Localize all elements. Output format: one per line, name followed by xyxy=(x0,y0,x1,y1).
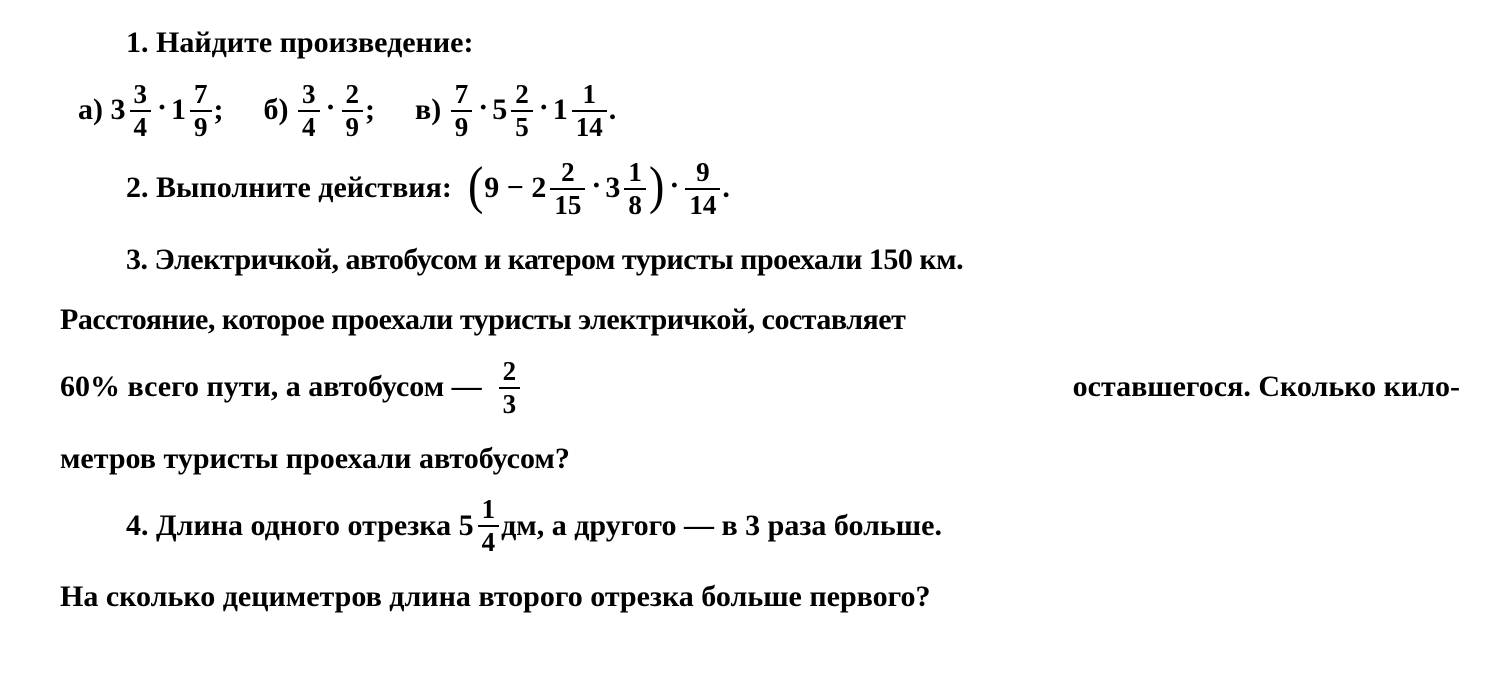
cdot-icon: · xyxy=(669,163,679,210)
p4-mixed: 514 xyxy=(459,496,502,556)
p3-line1: 3. Электричкой, автобусом и катером тури… xyxy=(60,237,1460,284)
p2-title: Выполните действия: xyxy=(156,165,452,212)
p2-mixed1: 2215 xyxy=(531,159,587,219)
cdot-icon: · xyxy=(157,85,167,132)
p3-text2: Расстояние, которое проехали туристы эле… xyxy=(60,303,905,336)
lparen-icon: ( xyxy=(468,168,483,205)
cdot-icon: · xyxy=(591,163,601,210)
p3-text4: метров туристы проехали автобусом? xyxy=(60,442,570,475)
p4-text1a: Длина одного отрезка xyxy=(156,503,451,550)
p3-line3: 60% всего пути, а автобусом — 23 оставше… xyxy=(60,358,1460,418)
p1-heading: 1. Найдите произведение: xyxy=(60,20,1460,67)
p4-number: 4. xyxy=(126,503,149,550)
p2-mixed2: 318 xyxy=(605,159,648,219)
p1-title: Найдите произведение: xyxy=(156,26,473,59)
p2-frac3: 914 xyxy=(685,159,720,219)
p1-v-mixed2: 525 xyxy=(492,81,535,141)
p2-line: 2. Выполните действия: ( 9 − 2215 · 318 … xyxy=(60,159,1460,219)
cdot-icon: · xyxy=(326,85,336,132)
p1-v-frac1: 79 xyxy=(451,81,473,141)
p1-b-frac1: 34 xyxy=(298,81,320,141)
cdot-icon: · xyxy=(478,85,488,132)
p1-item-a: а) 334 · 179 ; xyxy=(78,81,224,141)
p3-line4: метров туристы проехали автобусом? xyxy=(60,436,1460,483)
p2-tail: . xyxy=(722,165,730,212)
p4-unit: дм, xyxy=(501,503,544,550)
p1-v-tail: . xyxy=(609,87,617,134)
p2-nine: 9 xyxy=(484,165,499,212)
p3-text3a: 60% всего пути, а автобусом — xyxy=(60,364,482,411)
p3-text1: Электричкой, автобусом и катером туристы… xyxy=(155,243,964,276)
problem-set: 1. Найдите произведение: а) 334 · 179 ; … xyxy=(0,0,1510,655)
p1-number: 1. xyxy=(126,26,149,59)
p1-expressions: а) 334 · 179 ; б) 34 · 29 ; в) 79 · xyxy=(60,81,1460,141)
p1-a-mixed1: 334 xyxy=(111,81,154,141)
p3-text3b: оставшегося. Сколько кило- xyxy=(1073,364,1460,411)
p1-v-label: в) xyxy=(415,87,441,134)
rparen-icon: ) xyxy=(649,168,664,205)
p1-item-v: в) 79 · 525 · 1114 . xyxy=(415,81,616,141)
p2-expression: ( 9 − 2215 · 318 ) · 914 . xyxy=(467,159,730,219)
p1-b-label: б) xyxy=(264,87,289,134)
p4-line2: На сколько дециметров длина второго отре… xyxy=(60,574,1460,621)
p1-v-mixed3: 1114 xyxy=(553,81,609,141)
p1-a-label: а) xyxy=(78,87,103,134)
p1-a-mixed2: 179 xyxy=(171,81,214,141)
cdot-icon: · xyxy=(539,85,549,132)
p1-b-tail: ; xyxy=(365,87,375,134)
p3-line2: Расстояние, которое проехали туристы эле… xyxy=(60,297,1460,344)
p1-a-tail: ; xyxy=(214,87,224,134)
p4-line1: 4. Длина одного отрезка 514 дм, а другог… xyxy=(60,496,1460,556)
minus-icon: − xyxy=(507,165,524,212)
p4-text1b: а другого — в 3 раза больше. xyxy=(552,503,942,550)
p1-b-frac2: 29 xyxy=(342,81,364,141)
p3-frac: 23 xyxy=(499,358,521,418)
p4-text2: На сколько дециметров длина второго отре… xyxy=(60,580,931,613)
p1-item-b: б) 34 · 29 ; xyxy=(264,81,376,141)
p3-number: 3. xyxy=(126,243,148,276)
p2-number: 2. xyxy=(126,165,149,212)
